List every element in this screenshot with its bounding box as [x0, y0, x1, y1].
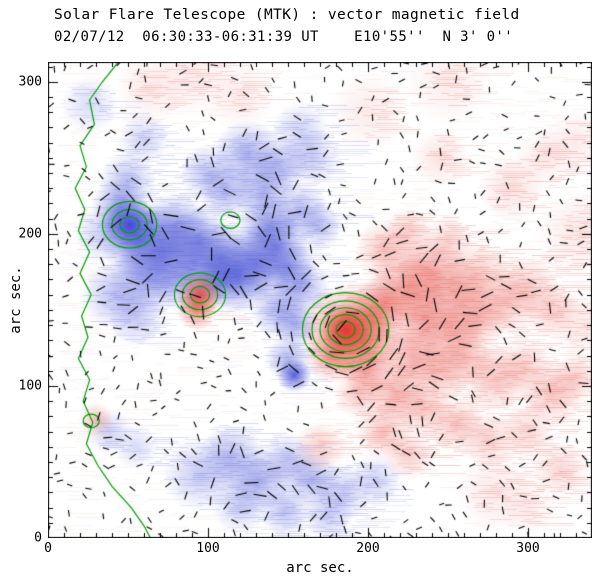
x-tick-label: 100 — [196, 541, 220, 556]
figure-subtitle: 02/07/12 06:30:33-06:31:39 UT E10'55'' N… — [54, 29, 514, 45]
y-tick-label: 0 — [34, 530, 42, 546]
x-tick-label: 0 — [44, 541, 52, 556]
y-tick-label: 200 — [18, 226, 42, 242]
y-tick-label: 100 — [18, 378, 42, 394]
y-tick-label: 300 — [18, 74, 42, 90]
magnetogram-canvas — [48, 62, 592, 538]
x-tick-label: 300 — [516, 541, 540, 556]
x-tick-label: 200 — [356, 541, 380, 556]
x-axis-label: arc sec. — [286, 560, 354, 576]
figure-title: Solar Flare Telescope (MTK) : vector mag… — [54, 7, 520, 23]
y-axis-label: arc sec. — [8, 266, 24, 334]
